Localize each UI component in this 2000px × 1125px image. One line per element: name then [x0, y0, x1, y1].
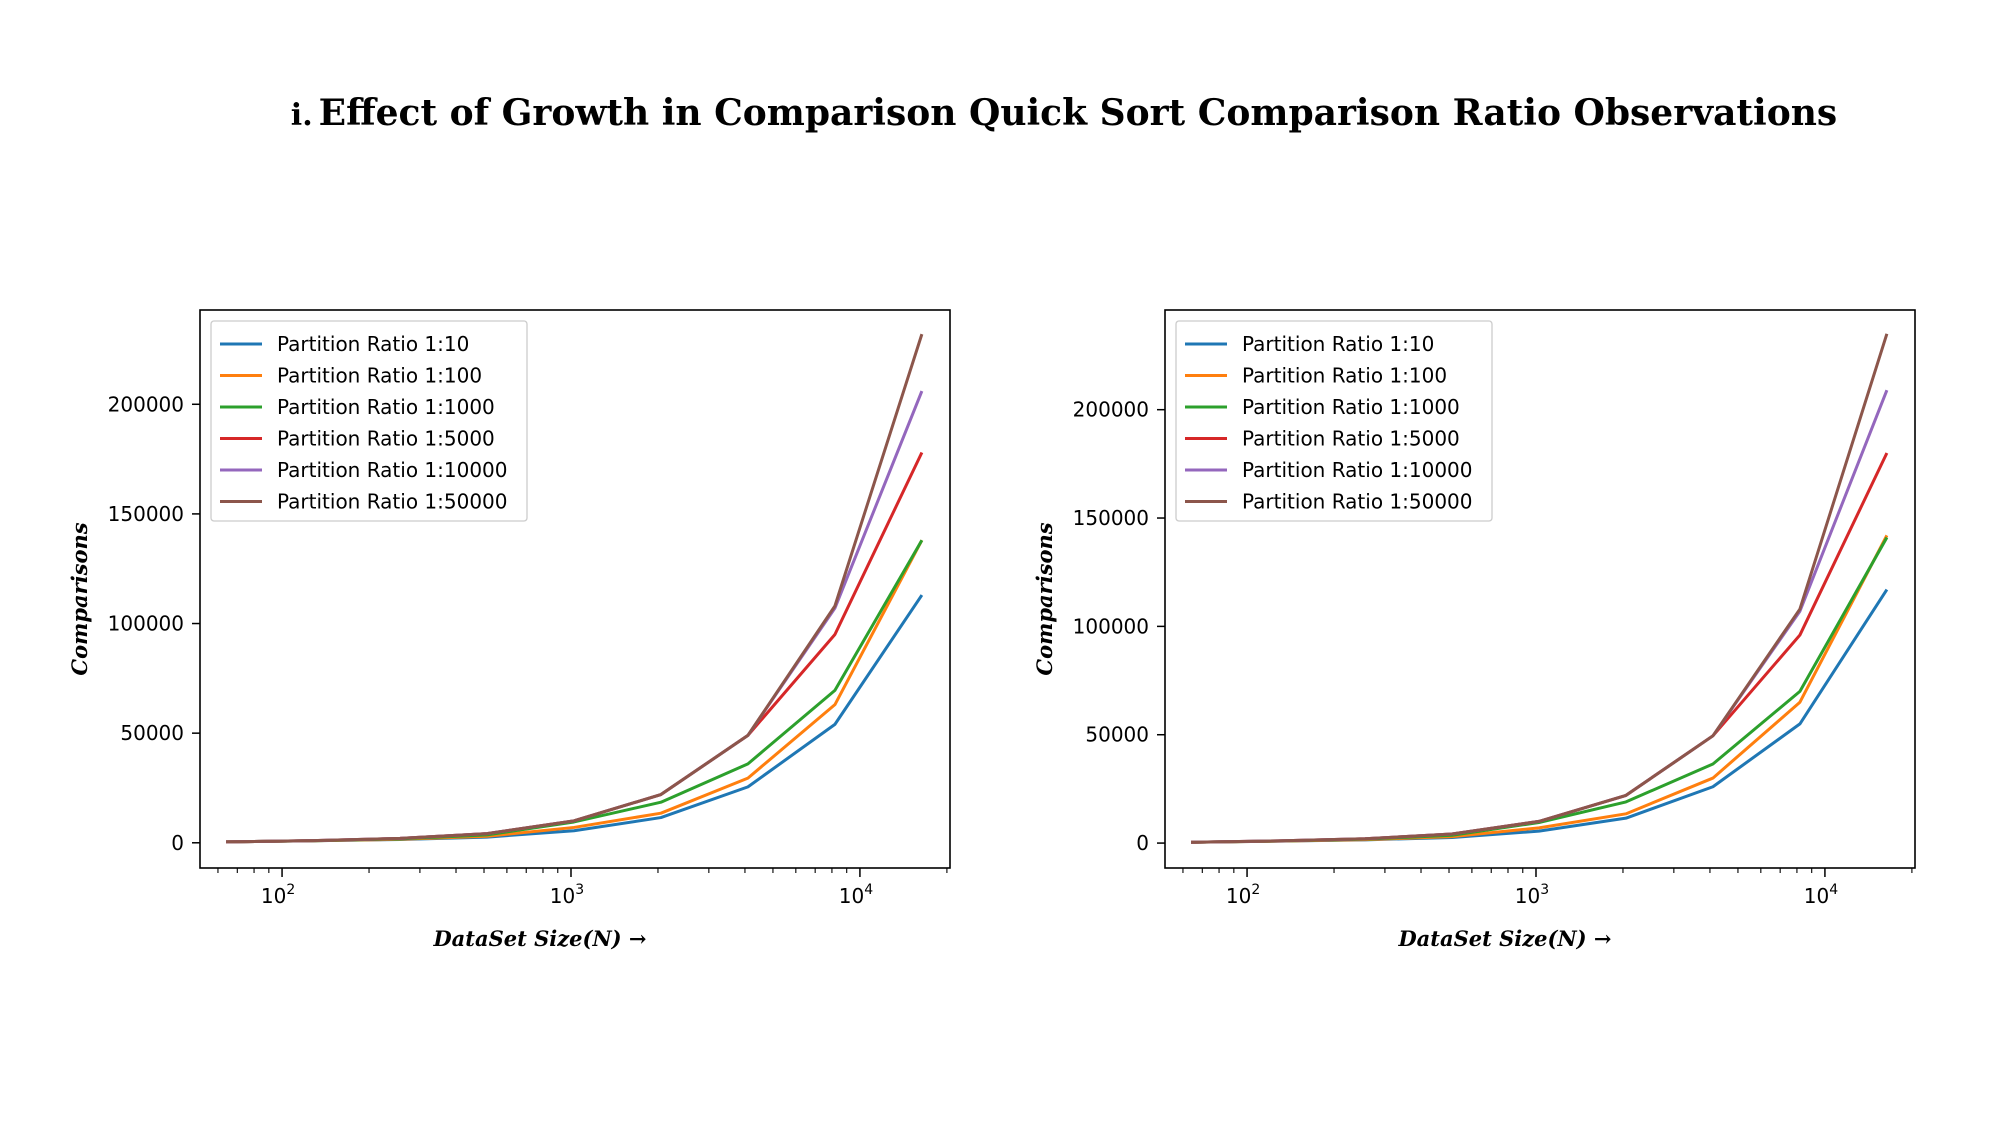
right-legend-label: Partition Ratio 1:1000: [1242, 395, 1460, 419]
right-legend-box: [1175, 320, 1493, 522]
right-series-group: [1191, 333, 1889, 844]
left-series-line-2: [226, 539, 924, 844]
left-legend: Partition Ratio 1:10 Partition Ratio 1:10…: [210, 320, 528, 522]
chart-right: 0 50000 100000 150000 200000 102 103 104 DataSet…: [1005, 290, 1925, 970]
left-ytick-label: 50000: [120, 721, 184, 745]
left-legend-label: Partition Ratio 1:100: [277, 364, 482, 388]
section-title: Effect of Growth in Comparison Quick Sor…: [318, 92, 1838, 134]
right-xaxis-title: DataSet Size(N) →: [1397, 926, 1611, 951]
right-ytick-label: 0: [1136, 831, 1149, 855]
right-series-line-2: [1191, 534, 1889, 844]
right-xtick-label: 104: [1804, 882, 1838, 908]
left-xaxis-title: DataSet Size(N) →: [432, 926, 646, 951]
chart-left-svg: 0 50000 100000 150000 200000 102 103 104 DataSet…: [67, 309, 951, 951]
right-xtick-label: 103: [1515, 882, 1549, 908]
right-legend: Partition Ratio 1:10 Partition Ratio 1:10…: [1175, 320, 1493, 522]
left-xtick-label: 103: [550, 882, 584, 908]
left-series-group: [226, 333, 924, 844]
right-yaxis-title: Comparisons: [1032, 522, 1057, 675]
left-ytick-label: 100000: [108, 612, 184, 636]
right-series-line-3: [1191, 536, 1889, 844]
chart-right-svg: 0 50000 100000 150000 200000 102 103 104 DataSet…: [1032, 309, 1916, 951]
left-legend-label: Partition Ratio 1:50000: [277, 490, 508, 514]
left-legend-box: [210, 320, 528, 522]
left-ytick-label: 0: [171, 831, 184, 855]
left-series-line-6: [226, 333, 924, 844]
right-ytick-label: 100000: [1073, 614, 1149, 638]
right-legend-label: Partition Ratio 1:50000: [1242, 490, 1473, 514]
page-title: i. Effect of Growth in Comparison Quick S…: [0, 92, 2000, 134]
left-legend-label: Partition Ratio 1:1000: [277, 395, 495, 419]
right-ytick-label: 50000: [1085, 723, 1149, 747]
left-ytick-label: 200000: [108, 392, 184, 416]
right-ytick-label: 200000: [1073, 398, 1149, 422]
right-plot-frame: [1164, 309, 1916, 869]
left-legend-label: Partition Ratio 1:10: [277, 332, 469, 356]
left-series-line-3: [226, 539, 924, 844]
left-yaxis-title: Comparisons: [67, 522, 92, 675]
left-plot-frame: [199, 309, 951, 869]
right-legend-label: Partition Ratio 1:5000: [1242, 427, 1460, 451]
left-xtick-label: 102: [261, 882, 295, 908]
right-xtick-label: 102: [1226, 882, 1260, 908]
left-legend-label: Partition Ratio 1:10000: [277, 458, 508, 482]
section-number: i.: [290, 98, 313, 133]
right-legend-label: Partition Ratio 1:10000: [1242, 458, 1473, 482]
right-legend-label: Partition Ratio 1:10: [1242, 332, 1434, 356]
right-legend-label: Partition Ratio 1:100: [1242, 364, 1447, 388]
left-ytick-label: 150000: [108, 502, 184, 526]
chart-left: 0 50000 100000 150000 200000 102 103 104 DataSet…: [40, 290, 960, 970]
left-xtick-label: 104: [839, 882, 873, 908]
right-ytick-label: 150000: [1073, 506, 1149, 530]
left-legend-label: Partition Ratio 1:5000: [277, 427, 495, 451]
right-series-line-6: [1191, 333, 1889, 844]
